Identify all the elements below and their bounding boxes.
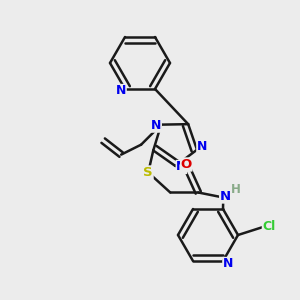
Text: N: N	[197, 140, 207, 153]
Text: H: H	[231, 183, 241, 196]
Text: S: S	[143, 166, 153, 179]
Text: N: N	[116, 85, 126, 98]
Text: N: N	[176, 160, 187, 173]
Text: O: O	[181, 158, 192, 171]
Text: Cl: Cl	[262, 220, 276, 233]
Text: N: N	[223, 257, 233, 271]
Text: N: N	[151, 119, 161, 132]
Text: N: N	[220, 190, 231, 203]
